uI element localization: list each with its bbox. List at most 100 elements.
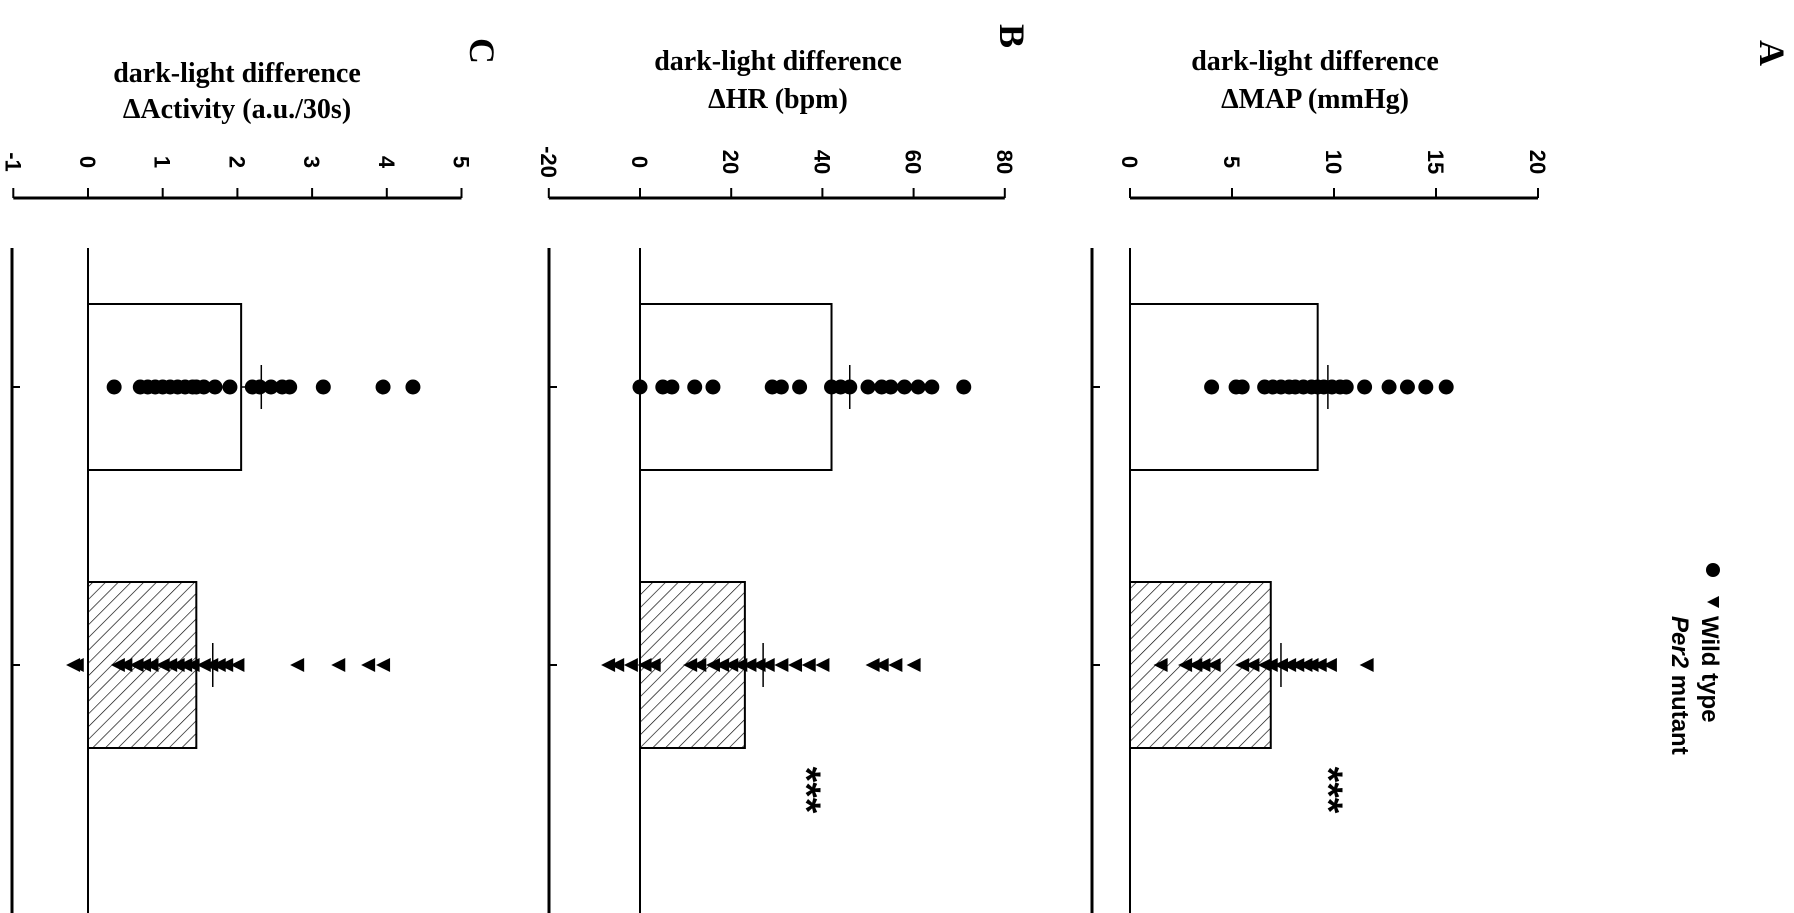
tick-label: 1 <box>150 156 175 168</box>
error-bars <box>1270 365 1329 687</box>
legend-mut-label: Per2 mutant <box>1666 616 1693 755</box>
panel-letter: A <box>1752 40 1792 66</box>
point-per2-mutant <box>361 658 376 672</box>
point-per2-mutant <box>646 658 661 672</box>
data-points <box>66 379 421 672</box>
point-per2-mutant <box>1322 658 1337 672</box>
point-wild-type <box>896 379 912 395</box>
point-per2-mutant <box>170 658 185 672</box>
point-wild-type <box>924 379 940 395</box>
bars <box>639 303 833 749</box>
data-points <box>601 379 972 672</box>
point-wild-type <box>705 379 721 395</box>
point-per2-mutant <box>230 658 245 672</box>
point-per2-mutant <box>610 658 625 672</box>
point-per2-mutant <box>692 658 707 672</box>
point-per2-mutant <box>637 658 652 672</box>
point-wild-type <box>1357 379 1373 395</box>
point-per2-mutant <box>1206 658 1221 672</box>
ylabel-line1: dark-light difference <box>654 46 902 77</box>
panel-c: C dark-light difference ΔActivity (a.u./… <box>0 38 502 913</box>
tick-label: 10 <box>1321 150 1346 174</box>
ylabel-line1: dark-light difference <box>113 58 361 89</box>
point-per2-mutant <box>185 658 200 672</box>
point-per2-mutant <box>906 658 921 672</box>
point-wild-type <box>196 379 212 395</box>
legend: Wild type Per2 mutant <box>1666 563 1723 755</box>
point-wild-type <box>1399 379 1415 395</box>
category-axis <box>10 248 89 913</box>
point-per2-mutant <box>178 658 193 672</box>
bars <box>87 303 243 749</box>
point-wild-type <box>207 379 223 395</box>
point-per2-mutant <box>1304 658 1319 672</box>
tick-label: -20 <box>536 146 561 178</box>
point-wild-type <box>1338 379 1354 395</box>
point-wild-type <box>792 379 808 395</box>
point-per2-mutant <box>623 658 638 672</box>
tick-label: 60 <box>901 150 926 174</box>
ylabel-line2: ΔHR (bpm) <box>708 84 848 115</box>
point-per2-mutant <box>137 658 152 672</box>
point-per2-mutant <box>1188 658 1203 672</box>
significance-label: *** <box>784 767 828 814</box>
point-wild-type <box>773 379 789 395</box>
point-per2-mutant <box>1359 658 1374 672</box>
point-per2-mutant <box>331 658 346 672</box>
value-axis: 0 5 10 15 20 <box>1117 150 1550 200</box>
point-per2-mutant <box>888 658 903 672</box>
point-per2-mutant <box>69 658 84 672</box>
point-wild-type <box>315 379 331 395</box>
point-per2-mutant <box>163 658 178 672</box>
point-per2-mutant <box>1312 658 1327 672</box>
point-per2-mutant <box>865 658 880 672</box>
point-per2-mutant <box>788 658 803 672</box>
point-per2-mutant <box>1282 658 1297 672</box>
point-per2-mutant <box>815 658 830 672</box>
ylabel-line2: ΔMAP (mmHg) <box>1221 84 1409 115</box>
error-bars <box>196 365 263 687</box>
point-wild-type <box>222 379 238 395</box>
panel-letter: B <box>992 24 1032 48</box>
tick-label: -1 <box>0 152 25 172</box>
point-per2-mutant <box>118 658 133 672</box>
tick-label: 3 <box>299 156 324 168</box>
point-per2-mutant <box>1178 658 1193 672</box>
tick-label: 0 <box>1117 156 1142 168</box>
point-wild-type <box>375 379 391 395</box>
error-bars <box>744 365 851 687</box>
point-per2-mutant <box>705 658 720 672</box>
value-axis: -1 0 1 2 3 4 5 <box>0 152 474 200</box>
point-per2-mutant <box>1290 658 1305 672</box>
tick-label: 80 <box>992 150 1017 174</box>
point-per2-mutant <box>1245 658 1260 672</box>
legend-wt-marker <box>1706 563 1720 577</box>
point-wild-type <box>405 379 421 395</box>
point-wild-type <box>687 379 703 395</box>
legend-mut-italic: Per2 <box>1666 616 1693 669</box>
point-per2-mutant <box>290 658 305 672</box>
point-per2-mutant <box>760 658 775 672</box>
point-per2-mutant <box>733 658 748 672</box>
point-per2-mutant <box>683 658 698 672</box>
point-wild-type <box>883 379 899 395</box>
point-per2-mutant <box>376 658 391 672</box>
point-per2-mutant <box>211 658 226 672</box>
point-wild-type <box>1381 379 1397 395</box>
point-per2-mutant <box>1235 658 1250 672</box>
point-wild-type <box>1418 379 1434 395</box>
significance-label: *** <box>1306 767 1350 814</box>
value-axis: -20 0 20 40 60 80 <box>536 146 1017 200</box>
point-wild-type <box>860 379 876 395</box>
point-per2-mutant <box>129 658 144 672</box>
category-axis <box>1090 248 1131 913</box>
point-per2-mutant <box>110 658 125 672</box>
legend-mut-rest: mutant <box>1666 668 1693 755</box>
point-per2-mutant <box>601 658 616 672</box>
panel-letter: C <box>462 38 502 64</box>
point-per2-mutant <box>724 658 739 672</box>
panel-a: A dark-light difference ΔMAP (mmHg) 0 5 10… <box>1090 40 1792 913</box>
point-per2-mutant <box>774 658 789 672</box>
tick-label: 4 <box>374 156 399 169</box>
